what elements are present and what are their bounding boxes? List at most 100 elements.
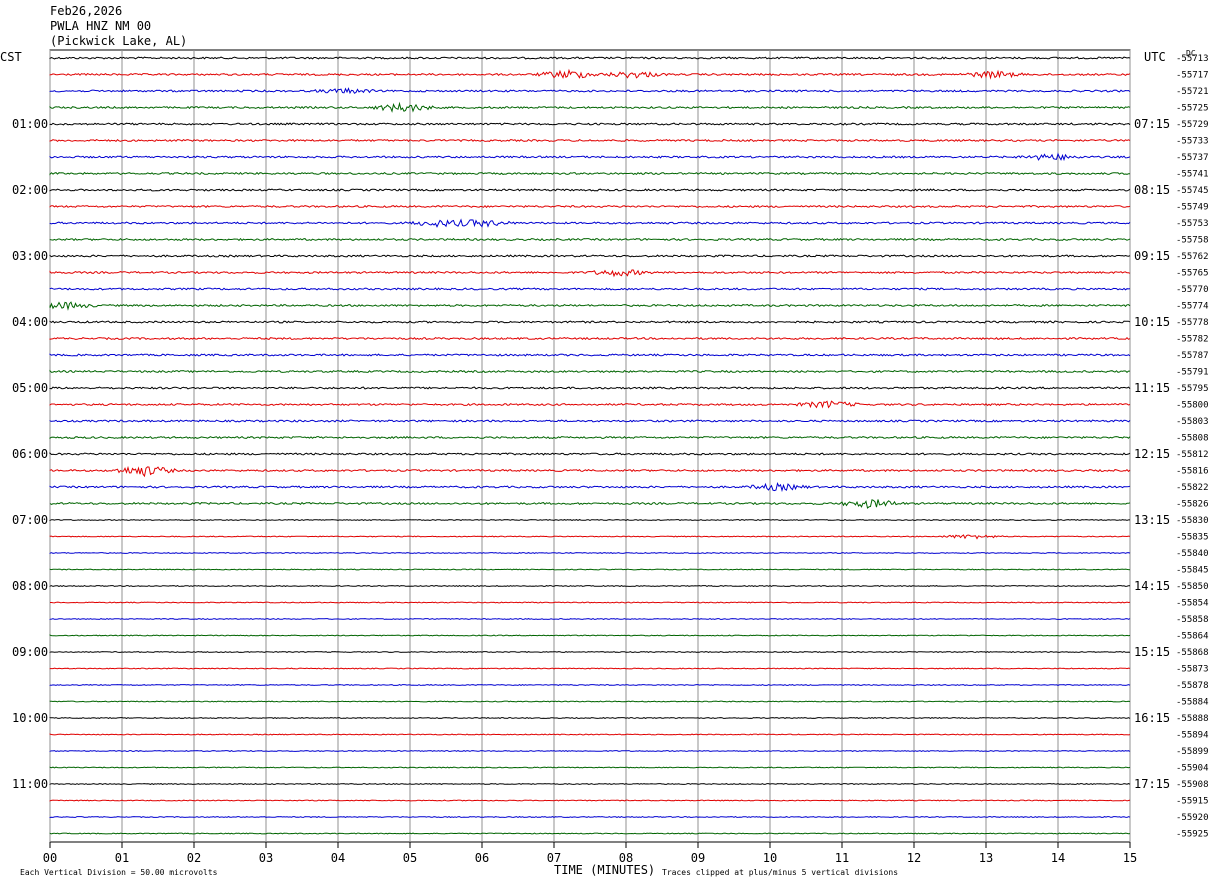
dc-offset-label: -55835 xyxy=(1176,533,1209,543)
seismic-trace xyxy=(49,287,1131,291)
seismic-trace xyxy=(49,519,1130,522)
right-hour-label: 10:15 xyxy=(1134,315,1170,329)
seismic-trace xyxy=(49,353,1131,357)
right-hour-label: 13:15 xyxy=(1134,513,1170,527)
header-location: (Pickwick Lake, AL) xyxy=(50,34,188,48)
x-tick-label: 04 xyxy=(331,851,345,865)
seismic-trace xyxy=(49,585,1130,587)
left-hour-label: 11:00 xyxy=(12,777,48,791)
dc-offset-label: -55873 xyxy=(1176,665,1209,675)
dc-offset-label: -55782 xyxy=(1176,335,1209,345)
dc-label: DC xyxy=(1186,49,1196,58)
x-axis-label: TIME (MINUTES) xyxy=(554,863,655,877)
dc-offset-label: -55770 xyxy=(1176,285,1209,295)
seismic-trace xyxy=(49,733,1131,736)
right-hour-label: 11:15 xyxy=(1134,381,1170,395)
x-tick-label: 10 xyxy=(763,851,777,865)
seismic-trace xyxy=(49,204,1131,209)
dc-offset-label: -55858 xyxy=(1176,615,1209,625)
seismic-trace xyxy=(49,269,1131,278)
seismic-trace xyxy=(49,254,1131,258)
seismic-trace xyxy=(49,122,1131,126)
scale-text: Each Vertical Division = 50.00 microvolt… xyxy=(20,868,218,877)
seismic-trace xyxy=(49,171,1131,176)
right-hour-label: 15:15 xyxy=(1134,645,1170,659)
dc-offset-label: -55778 xyxy=(1176,318,1209,328)
seismic-trace xyxy=(49,56,1131,60)
dc-offset-label: -55729 xyxy=(1176,120,1209,130)
dc-offset-label: -55762 xyxy=(1176,252,1209,262)
left-hour-label: 07:00 xyxy=(12,513,48,527)
right-hour-label: 07:15 xyxy=(1134,117,1170,131)
right-hour-label: 17:15 xyxy=(1134,777,1170,791)
seismic-trace xyxy=(49,400,1131,409)
dc-offset-label: -55733 xyxy=(1176,137,1209,147)
left-timezone-label: CST xyxy=(0,50,22,64)
seismic-trace xyxy=(49,386,1131,390)
x-tick-label: 08 xyxy=(619,851,633,865)
dc-offset-label: -55812 xyxy=(1176,450,1209,460)
left-hour-label: 01:00 xyxy=(12,117,48,131)
left-hour-label: 03:00 xyxy=(12,249,48,263)
seismic-trace xyxy=(49,766,1131,769)
dc-offset-label: -55808 xyxy=(1176,434,1209,444)
seismic-trace xyxy=(49,832,1131,835)
x-tick-label: 01 xyxy=(115,851,129,865)
dc-offset-label: -55822 xyxy=(1176,483,1209,493)
seismic-trace xyxy=(49,237,1131,242)
seismic-trace xyxy=(49,336,1131,341)
dc-offset-label: -55908 xyxy=(1176,780,1209,790)
dc-offset-label: -55717 xyxy=(1176,71,1209,81)
dc-offset-label: -55840 xyxy=(1176,549,1209,559)
right-hour-label: 09:15 xyxy=(1134,249,1170,263)
dc-offset-label: -55758 xyxy=(1176,236,1209,246)
dc-offset-label: -55816 xyxy=(1176,467,1209,477)
dc-offset-label: -55741 xyxy=(1176,170,1209,180)
seismic-trace xyxy=(49,667,1131,670)
dc-offset-label: -55749 xyxy=(1176,203,1209,213)
trace-group xyxy=(49,56,1131,835)
left-hour-label: 06:00 xyxy=(12,447,48,461)
dc-offset-label: -55795 xyxy=(1176,384,1209,394)
seismic-trace xyxy=(49,465,1131,478)
dc-offset-label: -55845 xyxy=(1176,566,1209,576)
right-hour-label: 16:15 xyxy=(1134,711,1170,725)
label-group: 00 01 02 03 04 05 06 07 08 09 10 11 12 13 14 15 -55713 -5… xyxy=(12,54,1209,865)
seismic-trace xyxy=(49,499,1131,509)
left-hour-label: 04:00 xyxy=(12,315,48,329)
x-tick-label: 09 xyxy=(691,851,705,865)
dc-offset-label: -55878 xyxy=(1176,681,1209,691)
x-tick-label: 13 xyxy=(979,851,993,865)
seismic-trace xyxy=(49,369,1130,374)
dc-offset-label: -55753 xyxy=(1176,219,1209,229)
grid-lines xyxy=(49,49,1131,848)
dc-offset-label: -55787 xyxy=(1176,351,1209,361)
seismic-trace xyxy=(49,218,1131,228)
x-tick-label: 00 xyxy=(43,851,57,865)
seismic-trace xyxy=(49,568,1131,571)
seismic-trace xyxy=(49,618,1131,620)
seismic-trace xyxy=(49,783,1131,785)
dc-offset-label: -55899 xyxy=(1176,747,1209,757)
x-tick-label: 02 xyxy=(187,851,201,865)
plot-frame xyxy=(49,49,1131,843)
seismic-trace xyxy=(49,684,1131,686)
dc-offset-label: -55850 xyxy=(1176,582,1209,592)
x-tick-label: 11 xyxy=(835,851,849,865)
dc-offset-label: -55925 xyxy=(1176,830,1209,840)
dc-offset-label: -55830 xyxy=(1176,516,1209,526)
seismic-trace xyxy=(49,481,1131,493)
right-hour-label: 08:15 xyxy=(1134,183,1170,197)
dc-offset-label: -55888 xyxy=(1176,714,1209,724)
x-tick-label: 14 xyxy=(1051,851,1065,865)
dc-offset-label: -55774 xyxy=(1176,302,1209,312)
dc-offset-label: -55791 xyxy=(1176,368,1209,378)
dc-offset-label: -55894 xyxy=(1176,731,1209,741)
left-hour-label: 08:00 xyxy=(12,579,48,593)
x-tick-label: 15 xyxy=(1123,851,1137,865)
dc-offset-label: -55915 xyxy=(1176,797,1209,807)
header-station: PWLA HNZ NM 00 xyxy=(50,19,152,33)
x-tick-label: 12 xyxy=(907,851,921,865)
dc-offset-label: -55884 xyxy=(1176,698,1209,708)
seismic-trace xyxy=(49,101,1131,113)
